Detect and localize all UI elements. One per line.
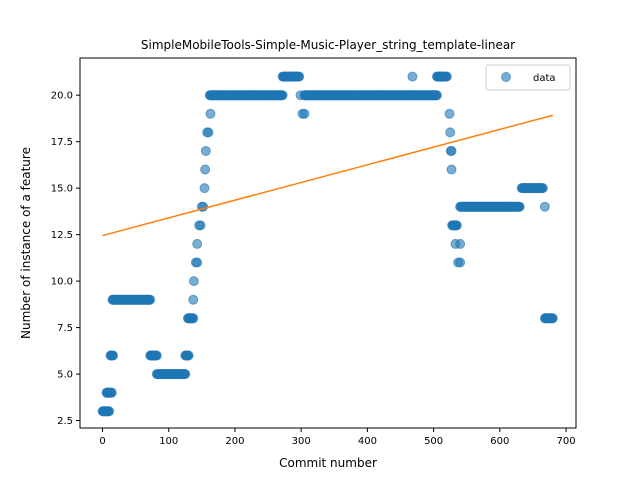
- legend-box: [485, 64, 571, 91]
- data-point: [446, 145, 457, 156]
- data-point: [205, 108, 216, 119]
- data-point: [295, 90, 306, 101]
- data-point: [104, 406, 115, 417]
- legend-label-data: data: [533, 73, 556, 84]
- data-point: [188, 276, 199, 287]
- data-point: [448, 220, 459, 231]
- data-point: [299, 108, 310, 119]
- x-tick-label: 200: [225, 436, 244, 447]
- data-point: [547, 313, 558, 324]
- data-point: [200, 145, 211, 156]
- x-tick-label: 0: [99, 436, 105, 447]
- y-tick-label: 5.0: [57, 370, 73, 381]
- data-point: [180, 369, 191, 380]
- data-point: [277, 90, 288, 101]
- data-point: [188, 294, 199, 305]
- data-point: [435, 71, 446, 82]
- data-point: [294, 71, 305, 82]
- y-tick-label: 20.0: [51, 91, 73, 102]
- plot-area: [97, 71, 558, 417]
- data-point: [407, 71, 418, 82]
- data-point: [514, 201, 525, 212]
- x-tick-label: 400: [358, 436, 377, 447]
- y-tick-label: 17.5: [51, 137, 73, 148]
- x-tick-label: 300: [292, 436, 311, 447]
- x-tick-label: 700: [557, 436, 576, 447]
- y-axis: 2.5 5.0 7.5 10.0 12.5 15.0 17.5 20.0: [51, 91, 80, 427]
- data-point: [200, 164, 211, 175]
- data-point: [431, 90, 442, 101]
- data-point: [446, 164, 457, 175]
- data-point: [537, 183, 548, 194]
- data-point: [188, 313, 199, 324]
- legend-marker-data: [501, 72, 511, 82]
- x-axis: 0 100 200 300 400 500 600 700: [99, 428, 576, 447]
- data-point: [108, 350, 119, 361]
- y-tick-label: 15.0: [51, 184, 73, 195]
- data-point: [539, 201, 550, 212]
- data-point: [183, 350, 194, 361]
- x-tick-label: 100: [159, 436, 178, 447]
- y-tick-label: 7.5: [57, 323, 73, 334]
- data-point: [199, 183, 210, 194]
- y-tick-label: 2.5: [57, 416, 73, 427]
- data-point: [192, 238, 203, 249]
- data-point: [203, 127, 214, 138]
- plot-frame: [79, 57, 577, 429]
- data-point: [145, 294, 156, 305]
- data-point: [151, 350, 162, 361]
- data-point: [106, 387, 117, 398]
- chart-title: SimpleMobileTools-Simple-Music-Player_st…: [141, 38, 515, 52]
- x-tick-label: 600: [490, 436, 509, 447]
- fit-line: [102, 114, 554, 237]
- data-point: [445, 127, 456, 138]
- data-point: [455, 238, 466, 249]
- x-axis-label: Commit number: [279, 456, 377, 470]
- data-point: [444, 108, 455, 119]
- y-axis-label: Number of instance of a feature: [19, 147, 33, 339]
- legend: data: [485, 64, 571, 91]
- x-tick-label: 500: [424, 436, 443, 447]
- data-point: [455, 257, 466, 268]
- data-point: [195, 220, 206, 231]
- y-tick-label: 10.0: [51, 277, 73, 288]
- y-tick-label: 12.5: [51, 230, 73, 241]
- data-point: [192, 257, 203, 268]
